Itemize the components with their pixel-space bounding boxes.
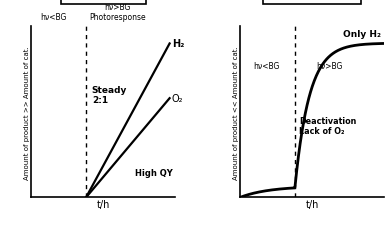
Text: High QY: High QY <box>135 168 172 177</box>
Y-axis label: Amount of product << Amount of cat.: Amount of product << Amount of cat. <box>233 46 239 179</box>
Text: O₂: O₂ <box>172 94 183 104</box>
Y-axis label: Amount of product >> Amount of cat.: Amount of product >> Amount of cat. <box>24 46 30 179</box>
Text: hν>BG
Photoresponse: hν>BG Photoresponse <box>89 3 146 22</box>
Text: hν<BG: hν<BG <box>40 13 66 22</box>
Text: Only H₂: Only H₂ <box>343 30 381 39</box>
X-axis label: t/h: t/h <box>305 199 319 209</box>
Text: hν>BG: hν>BG <box>316 61 343 70</box>
Text: hν<BG: hν<BG <box>253 61 279 70</box>
Text: H₂: H₂ <box>172 39 184 49</box>
Text: Unreliable data: Unreliable data <box>267 0 358 2</box>
Text: Reliable data: Reliable data <box>64 0 142 2</box>
Text: Steady
2:1: Steady 2:1 <box>92 86 127 105</box>
X-axis label: t/h: t/h <box>97 199 110 209</box>
Text: Deactivation
Lack of O₂: Deactivation Lack of O₂ <box>299 116 357 136</box>
